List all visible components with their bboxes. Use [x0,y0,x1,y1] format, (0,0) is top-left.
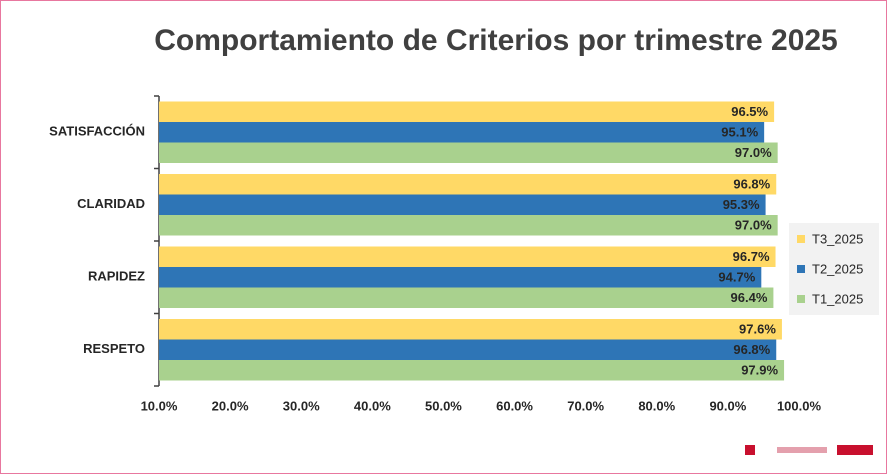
value-label: 95.3% [723,197,760,212]
x-tick-label: 10.0% [141,398,178,413]
bar [159,287,774,308]
x-tick-label: 20.0% [212,398,249,413]
value-label: 96.7% [733,249,770,264]
value-label: 96.8% [733,342,770,357]
logos [745,445,873,455]
bar [159,122,765,143]
bar [159,194,766,215]
logo [745,445,755,455]
y-tick-label: SATISFACCIÓN [49,124,145,139]
y-tick-label: RAPIDEZ [88,269,145,284]
bar [159,267,762,288]
bar [159,101,775,122]
x-tick-label: 80.0% [638,398,675,413]
legend-swatch [797,295,805,303]
bar [159,246,776,267]
bar [159,174,777,195]
logo [837,445,873,455]
bar [159,319,782,340]
value-label: 97.0% [735,218,772,233]
value-label: 94.7% [718,270,755,285]
value-label: 96.5% [731,104,768,119]
x-tick-label: 60.0% [496,398,533,413]
bar [159,339,777,360]
y-tick-label: CLARIDAD [77,196,145,211]
x-tick-label: 50.0% [425,398,462,413]
x-tick-label: 40.0% [354,398,391,413]
chart-title: Comportamiento de Criterios por trimestr… [154,24,838,57]
legend-label: T1_2025 [812,291,863,306]
value-label: 96.8% [733,177,770,192]
x-tick-label: 70.0% [567,398,604,413]
legend-swatch [797,265,805,273]
bar [159,215,778,236]
x-tick-label: 30.0% [283,398,320,413]
bar [159,142,778,163]
value-label: 97.0% [735,145,772,160]
y-tick-label: RESPETO [83,341,145,356]
bar [159,360,785,381]
x-tick-label: 100.0% [777,398,822,413]
legend-swatch [797,235,805,243]
value-label: 97.9% [741,363,778,378]
value-label: 95.1% [721,125,758,140]
x-tick-label: 90.0% [709,398,746,413]
logo [777,447,827,453]
value-label: 96.4% [731,290,768,305]
value-label: 97.6% [739,322,776,337]
legend-label: T2_2025 [812,261,863,276]
legend-label: T3_2025 [812,231,863,246]
